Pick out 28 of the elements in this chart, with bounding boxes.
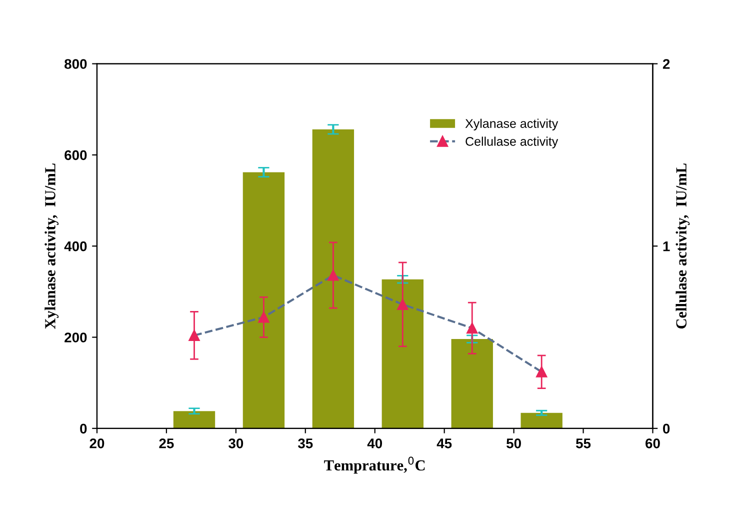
bar [520, 412, 562, 428]
x-tick-label: 20 [90, 438, 104, 448]
x-tick-label: 45 [436, 438, 452, 448]
bar [382, 279, 424, 428]
y-axis-title: Xylanase activity, IU/mL [44, 164, 59, 329]
x-tick-label: 25 [159, 438, 174, 448]
y2-tick-label: 2 [662, 59, 670, 69]
x-tick-label: 60 [646, 438, 660, 448]
y-tick-label: 200 [64, 332, 87, 342]
y2-tick-label: 1 [663, 242, 670, 252]
x-tick-label: 35 [298, 438, 313, 448]
x-tick-label: 55 [576, 438, 591, 448]
y-tick-label: 0 [80, 424, 87, 434]
legend-label: Cellulase activity [466, 136, 558, 148]
legend-label: Xylanase activity [465, 118, 558, 130]
y2-axis-title: Cellulase activity, IU/mL [676, 164, 690, 329]
x-tick-label: 40 [367, 438, 382, 448]
x-axis-title: Temprature,$^{0}$C [324, 456, 425, 474]
bar [451, 339, 493, 428]
x-tick-label: 50 [506, 438, 521, 448]
bar [173, 411, 216, 428]
y-tick-label: 800 [64, 59, 87, 69]
y-tick-label: 400 [64, 241, 87, 252]
bar [242, 172, 285, 428]
x-tick-label: 30 [228, 438, 244, 448]
y-tick-label: 600 [64, 150, 87, 160]
bar [312, 129, 354, 428]
y2-tick-label: 0 [663, 424, 670, 434]
